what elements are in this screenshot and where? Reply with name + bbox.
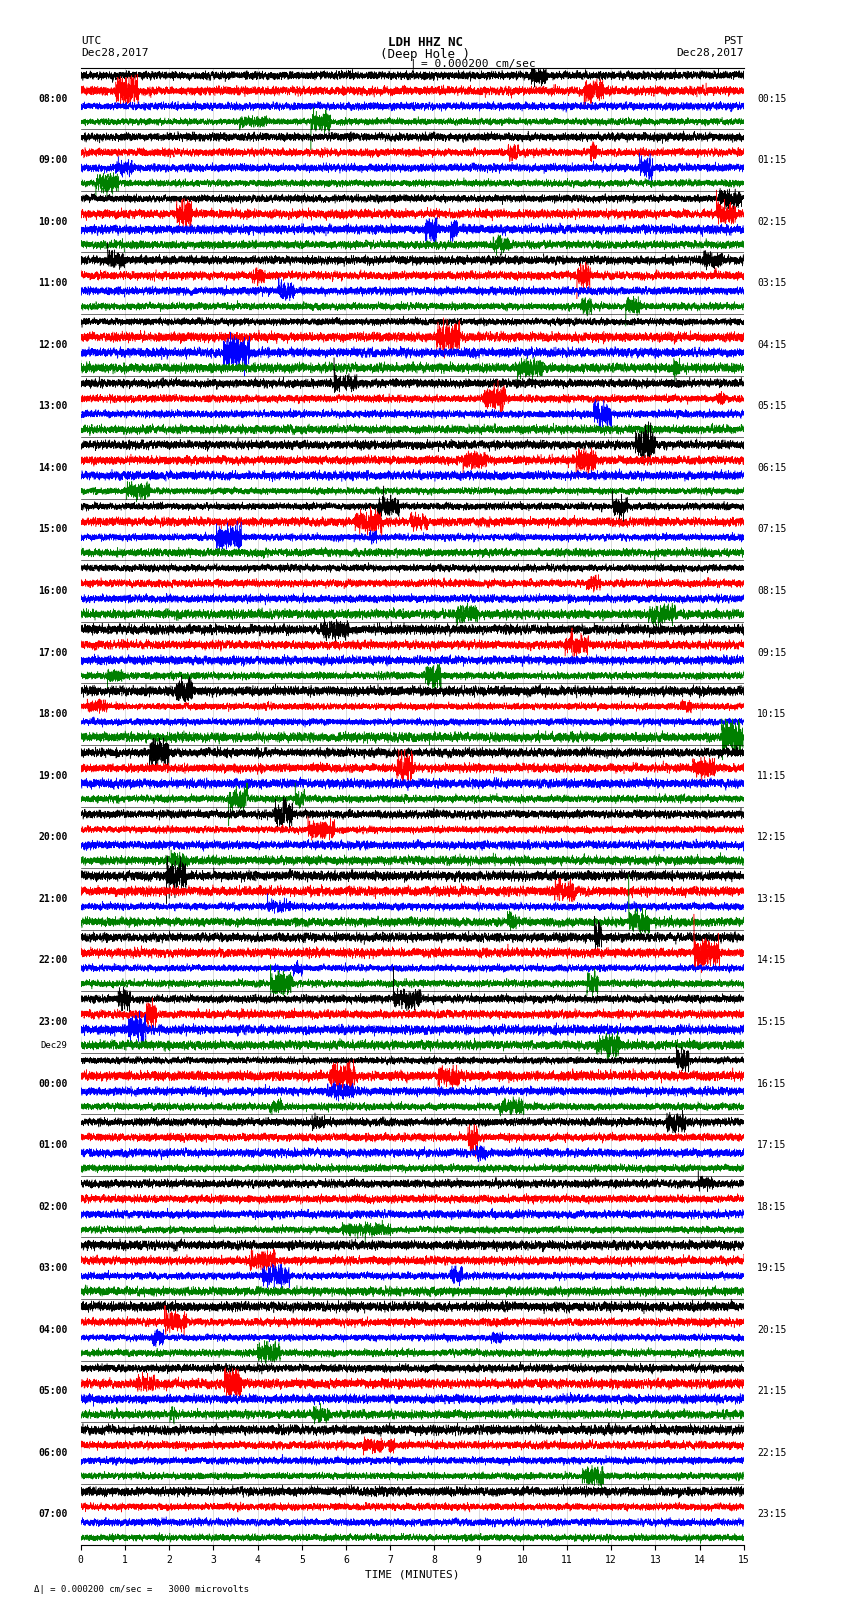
Text: 12:00: 12:00	[38, 340, 67, 350]
Text: 18:15: 18:15	[757, 1202, 786, 1211]
Text: 06:15: 06:15	[757, 463, 786, 473]
Text: 05:15: 05:15	[757, 402, 786, 411]
Text: 21:00: 21:00	[38, 894, 67, 903]
Text: 00:00: 00:00	[38, 1079, 67, 1089]
X-axis label: TIME (MINUTES): TIME (MINUTES)	[365, 1569, 460, 1579]
Text: 08:00: 08:00	[38, 94, 67, 103]
Text: 02:00: 02:00	[38, 1202, 67, 1211]
Text: 13:00: 13:00	[38, 402, 67, 411]
Text: 07:00: 07:00	[38, 1510, 67, 1519]
Text: Δ| = 0.000200 cm/sec =   3000 microvolts: Δ| = 0.000200 cm/sec = 3000 microvolts	[34, 1584, 249, 1594]
Text: 17:15: 17:15	[757, 1140, 786, 1150]
Text: 01:00: 01:00	[38, 1140, 67, 1150]
Text: PST: PST	[723, 37, 744, 47]
Text: 14:15: 14:15	[757, 955, 786, 966]
Text: Dec28,2017: Dec28,2017	[677, 47, 744, 58]
Text: 05:00: 05:00	[38, 1386, 67, 1397]
Text: 13:15: 13:15	[757, 894, 786, 903]
Text: 07:15: 07:15	[757, 524, 786, 534]
Text: 11:00: 11:00	[38, 277, 67, 289]
Text: 03:15: 03:15	[757, 277, 786, 289]
Text: 19:15: 19:15	[757, 1263, 786, 1273]
Text: 06:00: 06:00	[38, 1448, 67, 1458]
Text: 23:00: 23:00	[38, 1016, 67, 1027]
Text: 00:15: 00:15	[757, 94, 786, 103]
Text: 10:15: 10:15	[757, 710, 786, 719]
Text: 08:15: 08:15	[757, 586, 786, 597]
Text: 23:15: 23:15	[757, 1510, 786, 1519]
Text: 15:15: 15:15	[757, 1016, 786, 1027]
Text: 22:15: 22:15	[757, 1448, 786, 1458]
Text: 22:00: 22:00	[38, 955, 67, 966]
Text: 03:00: 03:00	[38, 1263, 67, 1273]
Text: Dec29: Dec29	[41, 1042, 67, 1050]
Text: 04:15: 04:15	[757, 340, 786, 350]
Text: 09:00: 09:00	[38, 155, 67, 165]
Text: 16:00: 16:00	[38, 586, 67, 597]
Text: 15:00: 15:00	[38, 524, 67, 534]
Text: LDH HHZ NC: LDH HHZ NC	[388, 37, 462, 50]
Text: 01:15: 01:15	[757, 155, 786, 165]
Text: 18:00: 18:00	[38, 710, 67, 719]
Text: 04:00: 04:00	[38, 1324, 67, 1336]
Text: Dec28,2017: Dec28,2017	[81, 47, 148, 58]
Text: 11:15: 11:15	[757, 771, 786, 781]
Text: UTC: UTC	[81, 37, 101, 47]
Text: (Deep Hole ): (Deep Hole )	[380, 47, 470, 61]
Text: 16:15: 16:15	[757, 1079, 786, 1089]
Text: = 0.000200 cm/sec: = 0.000200 cm/sec	[421, 58, 536, 69]
Text: 02:15: 02:15	[757, 216, 786, 227]
Text: 17:00: 17:00	[38, 647, 67, 658]
Text: |: |	[409, 58, 416, 69]
Text: 12:15: 12:15	[757, 832, 786, 842]
Text: 20:15: 20:15	[757, 1324, 786, 1336]
Text: 20:00: 20:00	[38, 832, 67, 842]
Text: 19:00: 19:00	[38, 771, 67, 781]
Text: 14:00: 14:00	[38, 463, 67, 473]
Text: 10:00: 10:00	[38, 216, 67, 227]
Text: 09:15: 09:15	[757, 647, 786, 658]
Text: 21:15: 21:15	[757, 1386, 786, 1397]
